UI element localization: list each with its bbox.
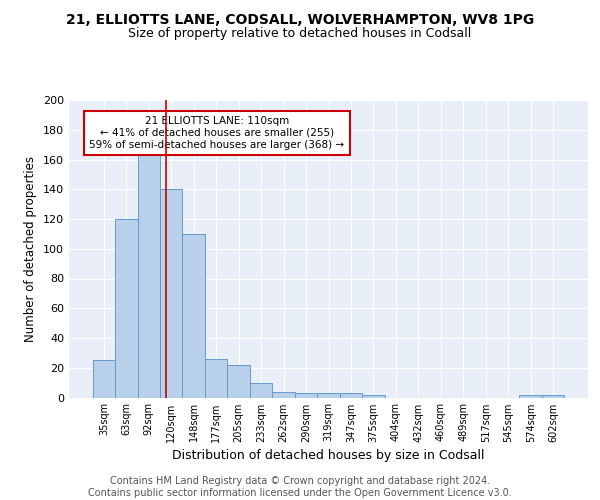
Y-axis label: Number of detached properties: Number of detached properties [25, 156, 37, 342]
Bar [520, 394, 542, 398]
Bar [182, 234, 205, 398]
Bar [295, 393, 317, 398]
Bar [205, 359, 227, 398]
Text: 21, ELLIOTTS LANE, CODSALL, WOLVERHAMPTON, WV8 1PG: 21, ELLIOTTS LANE, CODSALL, WOLVERHAMPTO… [66, 12, 534, 26]
Bar [340, 393, 362, 398]
Bar [317, 393, 340, 398]
Bar [137, 122, 160, 398]
Bar [542, 394, 565, 398]
Text: Size of property relative to detached houses in Codsall: Size of property relative to detached ho… [128, 28, 472, 40]
Bar [160, 189, 182, 398]
Text: 21 ELLIOTTS LANE: 110sqm
← 41% of detached houses are smaller (255)
59% of semi-: 21 ELLIOTTS LANE: 110sqm ← 41% of detach… [89, 116, 344, 150]
Bar [362, 394, 385, 398]
Bar [115, 219, 137, 398]
Bar [272, 392, 295, 398]
Bar [92, 360, 115, 398]
X-axis label: Distribution of detached houses by size in Codsall: Distribution of detached houses by size … [172, 448, 485, 462]
Bar [227, 365, 250, 398]
Text: Contains HM Land Registry data © Crown copyright and database right 2024.
Contai: Contains HM Land Registry data © Crown c… [88, 476, 512, 498]
Bar [250, 382, 272, 398]
